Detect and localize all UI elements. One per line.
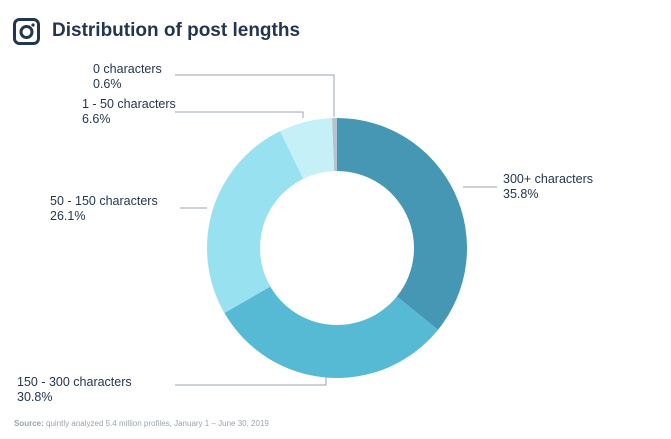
slice-label: 50 - 150 characters [50, 194, 158, 208]
slice-label: 1 - 50 characters [82, 97, 176, 111]
donut-slice [224, 286, 439, 378]
donut-slice [332, 118, 337, 172]
slice-value-label: 6.6% [82, 112, 111, 126]
leader-line [175, 377, 327, 386]
slice-value-label: 26.1% [50, 209, 85, 223]
source-text: quintly analyzed 5.4 million profiles, J… [46, 419, 269, 428]
slice-label: 150 - 300 characters [17, 375, 132, 389]
donut-slice [280, 118, 335, 179]
leader-line [175, 111, 304, 118]
slice-value-label: 35.8% [503, 187, 538, 201]
donut-slice [207, 131, 304, 313]
chart-title: Distribution of post lengths [52, 20, 301, 41]
slice-label: 0 characters [93, 62, 162, 76]
instagram-icon [13, 18, 40, 50]
source-note: Source: quintly analyzed 5.4 million pro… [14, 419, 269, 428]
leader-line [175, 74, 335, 117]
source-label: Source: [14, 419, 44, 428]
slice-value-label: 30.8% [17, 390, 52, 404]
donut-slice [337, 118, 467, 330]
slice-label: 300+ characters [503, 172, 593, 186]
slice-value-label: 0.6% [93, 77, 122, 91]
